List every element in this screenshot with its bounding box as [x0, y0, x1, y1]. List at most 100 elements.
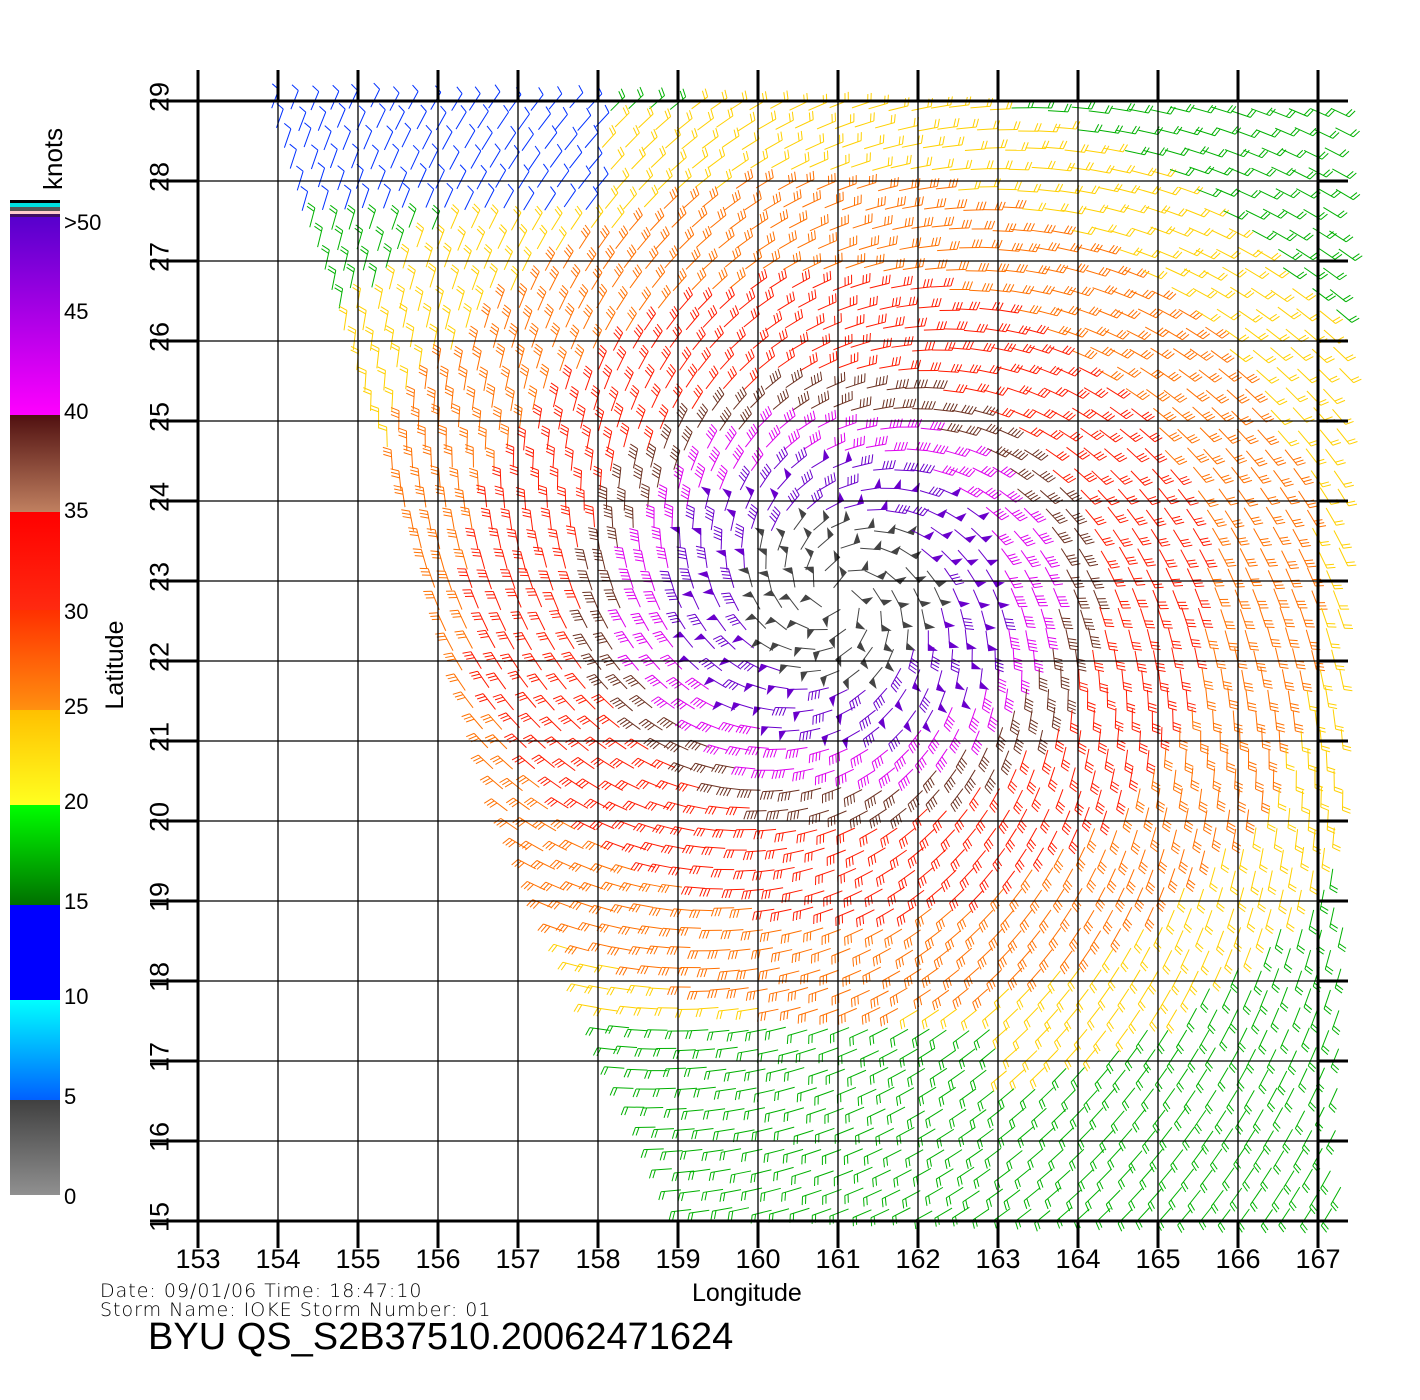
wind-barb — [1010, 343, 1035, 354]
wind-barb — [638, 718, 663, 731]
wind-barb — [557, 961, 583, 971]
wind-barb — [1273, 470, 1294, 487]
wind-barb — [503, 183, 514, 209]
wind-barb — [808, 748, 830, 764]
wind-barb — [1017, 488, 1041, 502]
wind-barb — [1185, 208, 1211, 218]
wind-barb — [570, 820, 596, 831]
wind-barb — [457, 568, 473, 589]
wind-barb — [1307, 1047, 1317, 1073]
wind-barb — [955, 749, 968, 774]
wind-barb — [549, 143, 563, 168]
colorbar-segment — [10, 905, 60, 1000]
wind-barb — [1319, 310, 1344, 324]
wind-barb — [1006, 325, 1031, 335]
wind-barb — [1272, 769, 1282, 793]
wind-barb — [611, 204, 625, 229]
wind-barb — [1118, 850, 1128, 876]
wind-barb — [1083, 204, 1109, 214]
wind-barb — [1104, 329, 1130, 340]
wind-barb — [517, 106, 530, 131]
wind-barb — [771, 149, 790, 169]
wind-barb — [783, 189, 802, 208]
wind-barb — [623, 674, 646, 690]
wind-barb — [1187, 447, 1210, 463]
x-tick-label: 158 — [575, 1244, 621, 1274]
wind-barb — [1198, 788, 1208, 814]
wind-barb — [1233, 1147, 1246, 1172]
wind-barb — [1251, 167, 1277, 177]
date-time: Date: 09/01/06 Time: 18:47:10 — [100, 1280, 423, 1302]
wind-barb — [476, 569, 492, 590]
wind-barb — [445, 590, 463, 610]
wind-barb — [504, 125, 517, 150]
wind-barb — [972, 589, 991, 609]
wind-barb — [445, 673, 466, 691]
wind-barb — [562, 364, 572, 390]
x-tick-label: 159 — [655, 1244, 701, 1274]
wind-barb — [1264, 449, 1287, 466]
wind-barb — [1292, 648, 1306, 670]
wind-barb — [722, 127, 740, 148]
wind-barb — [1039, 949, 1053, 973]
wind-barb — [1209, 867, 1218, 893]
wind-barb — [1173, 348, 1198, 360]
wind-barb — [347, 325, 357, 350]
wind-barb — [998, 1126, 1015, 1148]
wind-barb — [970, 342, 996, 353]
wind-barb — [917, 362, 942, 372]
wind-barb — [463, 244, 472, 270]
wind-barb — [1146, 569, 1164, 589]
wind-barb — [1027, 1148, 1044, 1171]
wind-barb — [416, 424, 426, 448]
wind-barb — [630, 862, 656, 872]
wind-barb — [1031, 224, 1056, 234]
wind-barb — [1285, 387, 1309, 403]
wind-barb — [922, 770, 937, 794]
wind-barb — [607, 609, 627, 628]
x-tick-label: 157 — [495, 1244, 541, 1274]
wind-barb — [952, 1030, 970, 1051]
wind-barb — [842, 969, 862, 987]
wind-barb — [1270, 1007, 1280, 1033]
wind-barb — [549, 265, 560, 291]
wind-barb — [1097, 729, 1107, 755]
wind-barb — [1137, 548, 1156, 567]
wind-barb — [548, 943, 573, 953]
wind-barb — [976, 1128, 994, 1150]
wind-barb — [374, 284, 384, 309]
wind-barb — [1333, 346, 1356, 362]
wind-barb — [377, 366, 386, 391]
wind-barb — [1200, 988, 1211, 1014]
wind-barb — [985, 1188, 1004, 1209]
wind-barb — [919, 486, 945, 497]
wind-barb — [589, 610, 609, 629]
wind-barb — [691, 147, 709, 169]
wind-barb — [616, 345, 627, 371]
wind-barb — [979, 869, 993, 893]
wind-barb — [837, 175, 857, 191]
wind-barb — [1245, 689, 1257, 713]
wind-barb — [1152, 1109, 1166, 1134]
wind-barb — [505, 386, 515, 411]
wind-barb — [814, 1089, 834, 1106]
wind-barb — [949, 728, 961, 754]
wind-barb — [809, 214, 829, 232]
wind-barb — [591, 265, 603, 290]
wind-barb — [702, 305, 718, 328]
wind-barb — [1178, 849, 1188, 874]
wind-barb — [1135, 1067, 1149, 1091]
wind-barb — [764, 1108, 786, 1123]
wind-barb — [1047, 970, 1061, 994]
wind-barb — [1281, 669, 1295, 691]
wind-barb — [1229, 349, 1254, 363]
wind-barb — [963, 967, 980, 989]
wind-barb — [894, 462, 919, 472]
wind-barb — [1148, 970, 1159, 995]
wind-barb — [558, 777, 583, 789]
wind-barb — [631, 757, 656, 768]
wind-barb — [501, 304, 512, 330]
wind-barb — [973, 405, 999, 416]
wind-barb — [1332, 590, 1350, 610]
wind-barb — [652, 1087, 676, 1098]
